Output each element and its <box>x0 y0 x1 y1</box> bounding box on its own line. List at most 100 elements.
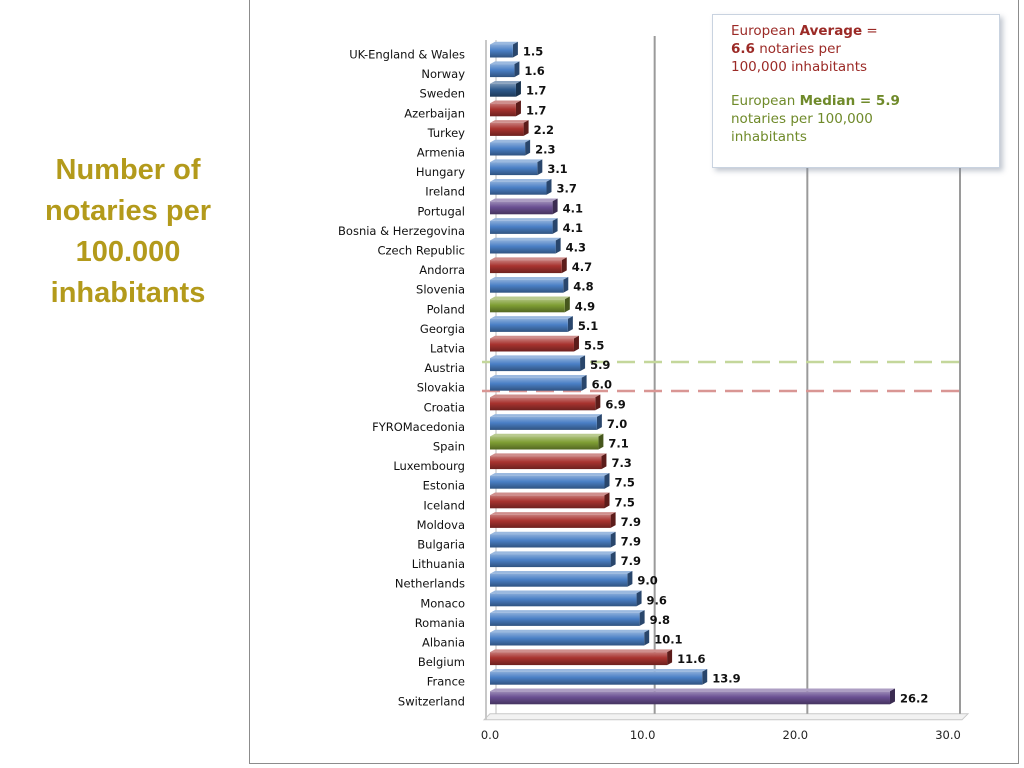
median-note: European Median = 5.9 notaries per 100,0… <box>731 92 989 146</box>
category-label: Armenia <box>417 146 465 160</box>
data-label: 4.1 <box>563 221 583 235</box>
x-tick-label: 0.0 <box>481 728 499 742</box>
data-label: 1.5 <box>523 45 543 59</box>
category-label: Georgia <box>420 322 465 336</box>
bar-end <box>563 276 569 293</box>
median-line2: notaries per 100,000 <box>731 111 873 127</box>
category-label: Moldova <box>417 518 465 532</box>
data-label: 4.8 <box>573 280 593 294</box>
data-label: 1.7 <box>526 103 546 117</box>
data-label: 2.3 <box>535 143 555 157</box>
data-label: 4.9 <box>575 299 595 313</box>
bar-end <box>889 688 895 705</box>
bar <box>490 534 611 548</box>
data-label: 5.1 <box>578 319 598 333</box>
category-label: Turkey <box>427 126 466 140</box>
bar-top <box>490 551 616 555</box>
bar-top <box>490 139 531 143</box>
legend-box: European Average = 6.6 notaries per 100,… <box>712 14 1000 168</box>
bar <box>490 593 637 607</box>
average-value: 6.6 <box>731 41 755 57</box>
bar <box>490 338 574 352</box>
slide-title-line: 100.000 <box>75 236 181 268</box>
category-label: Latvia <box>430 342 465 356</box>
bar-end <box>604 472 610 489</box>
category-label: Slovenia <box>416 283 465 297</box>
bar-end <box>596 414 602 430</box>
x-tick-label: 10.0 <box>630 728 656 742</box>
bar-top <box>490 512 616 515</box>
data-label: 10.1 <box>654 633 682 647</box>
category-label: Estonia <box>423 479 465 493</box>
bar-top <box>490 668 708 672</box>
bar-top <box>490 316 573 319</box>
bar-end <box>610 512 616 528</box>
bar <box>490 632 645 646</box>
bar-end <box>601 453 607 470</box>
bar <box>490 162 538 176</box>
bar-top <box>490 649 673 653</box>
category-label: Spain <box>433 440 465 454</box>
data-label: 4.3 <box>566 241 586 255</box>
category-label: FYROMacedonia <box>372 420 465 434</box>
slide-title-line: notaries per <box>45 195 211 227</box>
bar-end <box>564 296 570 313</box>
bar-end <box>667 649 673 666</box>
bar-top <box>490 218 558 221</box>
category-label: Azerbaijan <box>404 106 465 120</box>
category-label: Switzerland <box>398 694 465 708</box>
bar-end <box>610 551 616 568</box>
bar <box>490 83 516 97</box>
bar-top <box>490 276 569 280</box>
bar-top <box>490 531 616 535</box>
data-label: 7.1 <box>608 437 628 451</box>
bar-end <box>515 80 521 97</box>
bar <box>490 220 553 234</box>
bar-end <box>546 178 552 195</box>
average-eq: = <box>862 23 878 39</box>
data-label: 13.9 <box>712 672 740 686</box>
bar-end <box>627 570 633 587</box>
category-label: Hungary <box>416 165 465 179</box>
bar-end <box>636 590 642 607</box>
data-label: 9.8 <box>650 613 670 627</box>
bar-top <box>490 335 579 339</box>
bar-top <box>490 394 601 398</box>
data-label: 4.7 <box>572 260 592 274</box>
category-label: Luxembourg <box>393 459 465 473</box>
bar <box>490 671 703 685</box>
data-label: 5.5 <box>584 339 604 353</box>
data-label: 1.6 <box>524 64 544 78</box>
bar <box>490 103 516 117</box>
category-label: Bosnia & Herzegovina <box>338 224 465 238</box>
slide-title-line: inhabitants <box>50 277 206 309</box>
bar-top <box>490 100 521 104</box>
bar <box>490 514 611 528</box>
category-label: Czech Republic <box>377 244 465 258</box>
slide-title: Number of notaries per 100.000 inhabitan… <box>10 150 246 314</box>
bar <box>490 475 605 489</box>
data-label: 7.5 <box>615 495 635 509</box>
median-prefix: European <box>731 93 800 109</box>
average-line3: 100,000 inhabitants <box>731 59 868 75</box>
bar <box>490 260 562 274</box>
bar-top <box>490 472 610 476</box>
bar-top <box>490 178 552 182</box>
bar <box>490 142 526 156</box>
bar-top <box>490 570 633 574</box>
bar-top <box>490 41 518 45</box>
median-word: Median <box>799 93 856 109</box>
data-label: 4.1 <box>563 201 583 215</box>
bar <box>490 691 890 705</box>
category-label: Ireland <box>425 185 465 199</box>
bar-end <box>580 355 586 372</box>
bar-top <box>490 120 529 123</box>
category-label: Portugal <box>417 204 465 218</box>
bar <box>490 240 556 254</box>
category-label: Austria <box>424 361 465 375</box>
bar-top <box>490 590 642 594</box>
bar-end <box>552 218 558 234</box>
category-label: Bulgaria <box>417 538 465 552</box>
bar-top <box>490 688 895 692</box>
data-label: 7.9 <box>621 554 641 568</box>
